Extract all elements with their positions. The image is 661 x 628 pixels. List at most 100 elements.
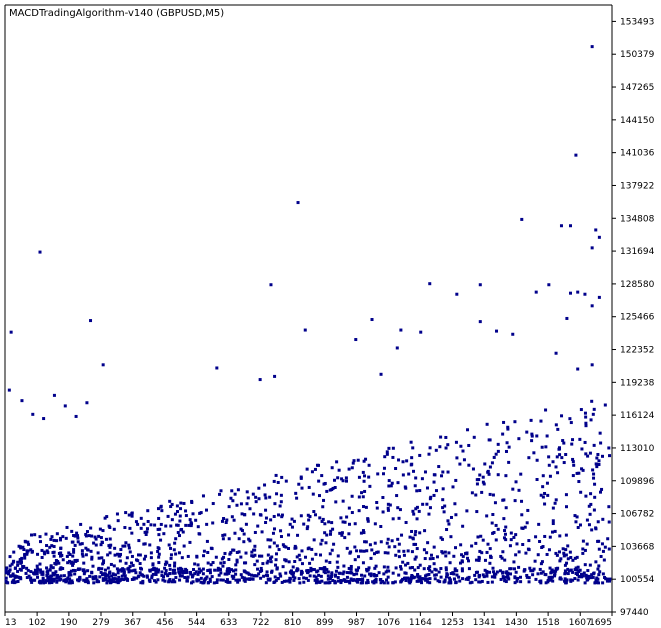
data-point (103, 578, 107, 582)
data-point (270, 570, 274, 574)
data-point (65, 554, 69, 558)
data-point (304, 555, 308, 559)
data-point (397, 516, 401, 520)
data-point (491, 513, 495, 517)
data-point (581, 539, 585, 543)
data-point (150, 568, 154, 572)
data-point (49, 565, 53, 569)
data-point (537, 522, 541, 526)
data-point (406, 561, 410, 565)
data-point (319, 553, 323, 557)
data-point (554, 498, 558, 502)
data-point (35, 572, 39, 576)
data-point (55, 532, 59, 536)
data-point (177, 551, 181, 555)
data-point (548, 575, 552, 579)
data-point (369, 574, 373, 578)
data-point (119, 552, 123, 556)
data-point (190, 499, 194, 503)
data-point (197, 578, 201, 582)
data-point (198, 511, 202, 515)
data-point (563, 579, 567, 583)
data-point (256, 524, 260, 528)
data-point (45, 570, 49, 574)
data-point (435, 555, 439, 559)
data-point (64, 580, 68, 584)
data-point (461, 577, 465, 581)
data-point (583, 548, 587, 552)
data-point (401, 560, 405, 564)
data-point (206, 550, 210, 554)
data-point (128, 526, 132, 530)
data-point (63, 578, 67, 582)
data-point (401, 473, 405, 477)
data-point (441, 470, 445, 474)
data-point (123, 544, 127, 548)
data-point (589, 502, 593, 506)
data-point (410, 462, 414, 466)
data-point (325, 489, 329, 493)
y-axis-ticks: 1534931503791472651441501410361379221348… (612, 17, 655, 618)
data-point (586, 454, 590, 458)
data-point (448, 561, 452, 565)
data-point (220, 519, 224, 523)
data-point (314, 581, 318, 585)
data-point (103, 568, 107, 572)
data-point (272, 527, 276, 531)
data-point (601, 581, 605, 585)
data-point (330, 571, 334, 575)
data-point (506, 573, 510, 577)
data-point (607, 547, 611, 551)
x-tick-label: 1430 (505, 618, 528, 628)
data-point (597, 459, 601, 463)
data-point (16, 580, 20, 584)
data-point (323, 481, 327, 485)
data-point (162, 575, 166, 579)
data-point (72, 550, 76, 554)
data-point (501, 575, 505, 579)
data-point (461, 554, 465, 558)
data-point (165, 561, 169, 565)
data-point (243, 579, 247, 583)
data-point (566, 544, 570, 548)
data-point (205, 575, 209, 579)
data-point (415, 505, 419, 509)
data-point (279, 529, 283, 533)
data-point (486, 580, 490, 584)
data-point (383, 551, 387, 555)
data-point (57, 561, 61, 565)
data-point (282, 544, 286, 548)
data-point (504, 506, 508, 510)
data-point (345, 479, 349, 483)
data-point (108, 578, 112, 582)
data-point (145, 527, 149, 531)
data-point (244, 551, 248, 555)
data-point (366, 578, 370, 582)
data-point (252, 548, 256, 552)
data-point (584, 421, 588, 425)
data-point (38, 562, 42, 566)
data-point (179, 528, 183, 532)
data-point (581, 547, 585, 551)
data-point (519, 472, 523, 476)
data-point (221, 578, 225, 582)
data-point (320, 519, 324, 523)
data-point (578, 523, 582, 527)
data-point (76, 568, 80, 572)
y-tick-label: 128580 (620, 280, 655, 290)
data-point (568, 417, 572, 421)
data-point (340, 477, 344, 481)
data-point (326, 577, 330, 581)
data-point (245, 577, 249, 581)
data-point (458, 579, 462, 583)
data-point (517, 488, 521, 492)
data-point (46, 579, 50, 583)
data-point (434, 573, 438, 577)
data-point (225, 569, 229, 573)
data-point (488, 561, 492, 565)
data-point (480, 579, 484, 583)
data-point (565, 505, 569, 509)
data-point (605, 577, 609, 581)
data-point (375, 501, 379, 505)
data-point (215, 580, 219, 584)
